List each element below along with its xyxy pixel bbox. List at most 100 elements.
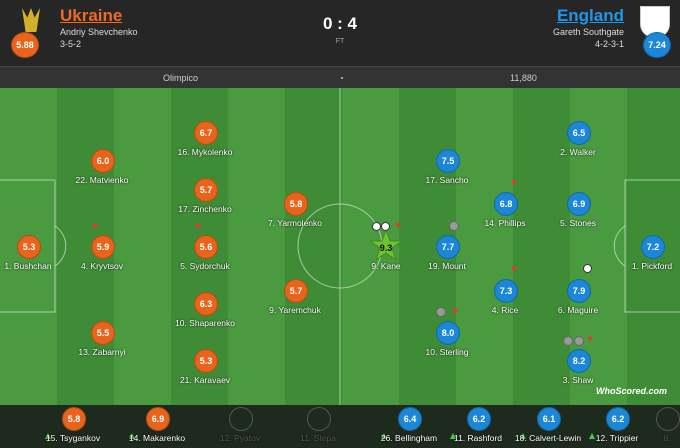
sub-on-icon	[381, 433, 387, 439]
sub-rating: 6.2	[467, 407, 491, 431]
home-crest	[22, 8, 40, 32]
player-name[interactable]: 7. Yarmolenko	[267, 218, 323, 228]
player-rating: 6.5	[567, 121, 591, 145]
sub-name[interactable]: 8.	[663, 433, 671, 443]
player-name[interactable]: 4. Rice	[491, 305, 519, 315]
player-name[interactable]: 14. Phillips	[484, 218, 526, 228]
sub-name[interactable]: 12. Pyatov	[219, 433, 261, 443]
player-rating: 5.8	[284, 192, 308, 216]
sub-off-icon	[511, 267, 517, 272]
player-name[interactable]: 17. Zinchenko	[178, 204, 232, 214]
player-rating: 6.3	[194, 292, 218, 316]
sub-on-icon	[589, 433, 595, 439]
player-rating: 6.7	[194, 121, 218, 145]
sub-name[interactable]: 18. Calvert-Lewin	[514, 433, 582, 443]
sub-rating: 6.1	[537, 407, 561, 431]
player-rating: 5.7	[194, 178, 218, 202]
pitch-stripe	[228, 88, 285, 405]
player-rating: 8.2	[567, 349, 591, 373]
player-name[interactable]: 6. Maguire	[557, 305, 599, 315]
sub-rating: 6.4	[398, 407, 422, 431]
sub-on-icon	[450, 433, 456, 439]
home-formation: 3-5-2	[60, 39, 82, 49]
player-name[interactable]: 17. Sancho	[425, 175, 469, 185]
player-rating: 5.6	[194, 235, 218, 259]
logo: WhoScored.com	[596, 386, 668, 396]
subs-bar	[0, 405, 680, 448]
right-box	[624, 179, 680, 313]
sub-on-icon	[45, 433, 51, 439]
assist-icon	[449, 221, 459, 231]
info-bar: Olimpico 11,880	[0, 66, 680, 89]
sub-rating	[307, 407, 331, 431]
goal-icon	[583, 264, 592, 273]
player-rating: 8.0	[436, 321, 460, 345]
sub-off-icon	[395, 223, 401, 228]
sub-off-icon	[511, 180, 517, 185]
home-name[interactable]: Ukraine	[60, 6, 123, 25]
pitch-stripe	[114, 88, 171, 405]
player-rating: 7.3	[494, 279, 518, 303]
player-name[interactable]: 10. Shaparenko	[174, 318, 236, 328]
sub-name[interactable]: 12. Trippier	[595, 433, 639, 443]
player-name[interactable]: 16. Mykolenko	[177, 147, 233, 157]
right-arc	[613, 225, 626, 267]
sub-name[interactable]: 14. Makarenko	[128, 433, 186, 443]
player-name[interactable]: 19. Mount	[428, 261, 466, 271]
status: FT	[335, 38, 345, 45]
sub-rating	[229, 407, 253, 431]
player-rating: 7.2	[641, 235, 665, 259]
player-rating: 6.0	[91, 149, 115, 173]
score: 0 : 4	[322, 14, 358, 33]
sub-name[interactable]: 11. Stepa	[300, 433, 336, 443]
player-name[interactable]: 10. Sterling	[425, 347, 469, 357]
venue: Olimpico	[163, 73, 199, 83]
player-name[interactable]: 3. Shaw	[562, 375, 594, 385]
player-rating: 5.9	[91, 235, 115, 259]
player-rating: 5.5	[91, 321, 115, 345]
player-name[interactable]: 21. Karavaev	[179, 375, 231, 385]
player-rating: 7.5	[436, 149, 460, 173]
player-name[interactable]: 5. Stones	[560, 218, 596, 228]
player-rating: 5.3	[17, 235, 41, 259]
sub-name[interactable]: 15. Tsygankov	[45, 433, 101, 443]
home-manager: Andriy Shevchenko	[60, 27, 138, 37]
separator	[341, 77, 343, 79]
left-box	[0, 179, 56, 313]
sub-on-icon	[520, 433, 526, 439]
player-rating: 6.9	[567, 192, 591, 216]
player-name[interactable]: 4. Kryvtsov	[80, 261, 124, 271]
goal-icon	[381, 222, 390, 231]
header: 5.88 Ukraine Andriy Shevchenko 3-5-2 0 :…	[0, 0, 680, 66]
player-rating: 5.7	[284, 279, 308, 303]
away-formation: 4-2-3-1	[594, 39, 624, 49]
assist-icon	[436, 307, 446, 317]
sub-name[interactable]: 11. Rashford	[453, 433, 503, 443]
star-badge	[369, 229, 403, 262]
sub-off-icon	[92, 224, 98, 229]
player-rating: 6.8	[494, 192, 518, 216]
sub-off-icon	[452, 309, 458, 314]
home-rating: 5.88	[11, 32, 39, 58]
player-name[interactable]: 22. Matvienko	[75, 175, 129, 185]
player-rating: 7.7	[436, 235, 460, 259]
left-arc	[54, 225, 67, 267]
player-name[interactable]: 5. Sydorchuk	[180, 261, 230, 271]
sub-off-icon	[195, 224, 201, 229]
sub-rating	[656, 407, 680, 431]
player-name[interactable]: 13. Zabarnyi	[78, 347, 126, 357]
player-name[interactable]: 9. Yaremchuk	[269, 305, 321, 315]
sub-rating: 6.9	[146, 407, 170, 431]
sub-name[interactable]: 26. Bellingham	[380, 433, 438, 443]
sub-rating: 5.8	[62, 407, 86, 431]
away-manager: Gareth Southgate	[552, 27, 624, 37]
sub-off-icon	[587, 337, 593, 342]
player-name[interactable]: 2. Walker	[560, 147, 596, 157]
player-name[interactable]: 1. Bushchan	[4, 261, 52, 271]
sub-rating: 6.2	[606, 407, 630, 431]
assist-icon	[563, 336, 573, 346]
player-name[interactable]: 1. Pickford	[631, 261, 673, 271]
away-name[interactable]: England	[556, 6, 624, 25]
player-name[interactable]: 9. Kane	[371, 261, 401, 271]
